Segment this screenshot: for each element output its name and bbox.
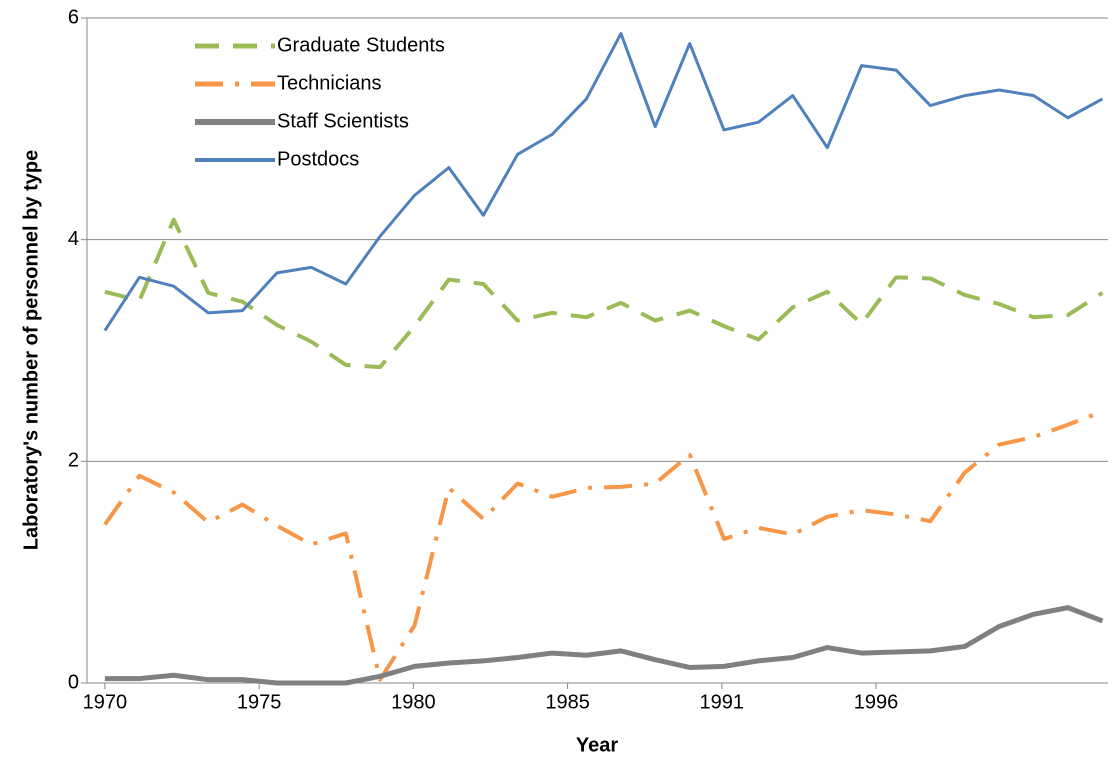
series-line (104, 217, 1104, 370)
x-tick-label: 1980 (391, 691, 436, 713)
y-tick-label: 0 (68, 671, 79, 693)
legend-label: Technicians (277, 72, 382, 94)
x-tick-label: 1975 (237, 691, 282, 713)
x-axis-label: Year (576, 734, 618, 756)
series-line (103, 409, 1104, 682)
y-tick-label: 2 (68, 450, 79, 472)
x-tick-label: 1991 (700, 691, 745, 713)
legend-label: Staff Scientists (277, 110, 409, 132)
legend-label: Postdocs (277, 148, 359, 170)
x-tick-label: 1996 (854, 691, 899, 713)
y-tick-label: 6 (68, 6, 79, 28)
series-line (104, 605, 1104, 686)
legend-label: Graduate Students (277, 34, 445, 56)
y-axis-label: Laboratory's number of personnel by type (20, 150, 42, 550)
y-tick-label: 4 (68, 228, 79, 250)
x-tick-label: 1985 (545, 691, 590, 713)
x-tick-label: 1970 (83, 691, 128, 713)
series-line (103, 32, 1104, 332)
